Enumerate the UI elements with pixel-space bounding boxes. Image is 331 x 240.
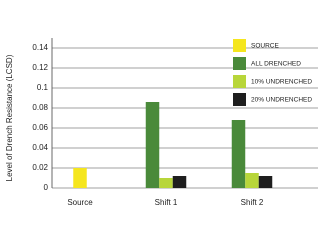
legend-swatch bbox=[233, 75, 246, 88]
y-axis-label: Level of Drench Resistance (LCSD) bbox=[5, 54, 14, 181]
x-tick-label: Shift 2 bbox=[241, 198, 264, 207]
legend-swatch bbox=[233, 57, 246, 70]
legend-swatch bbox=[233, 93, 246, 106]
y-tick-label: 0.12 bbox=[32, 63, 48, 72]
y-tick-label: 0.08 bbox=[32, 103, 48, 112]
y-tick-label: 0.06 bbox=[32, 123, 48, 132]
chart: Level of Drench Resistance (LCSD) 0 0.02 0… bbox=[5, 38, 318, 207]
bar bbox=[145, 102, 160, 188]
bar bbox=[159, 178, 173, 188]
legend-label: 10% UNDRENCHED bbox=[251, 79, 312, 86]
x-tick-label: Source bbox=[67, 198, 93, 207]
y-tick-label: 0 bbox=[44, 183, 49, 192]
bar bbox=[73, 168, 87, 188]
y-tick-label: 0.1 bbox=[37, 83, 49, 92]
x-tick-label: Shift 1 bbox=[155, 198, 178, 207]
bar bbox=[172, 176, 187, 188]
legend-label: SOURCE bbox=[251, 43, 279, 50]
legend-label: 20% UNDRENCHED bbox=[251, 97, 312, 104]
y-tick-label: 0.02 bbox=[32, 163, 48, 172]
bar bbox=[258, 176, 273, 188]
legend-label: ALL DRENCHED bbox=[251, 61, 301, 68]
legend-swatch bbox=[233, 39, 246, 52]
y-tick-label: 0.04 bbox=[32, 143, 48, 152]
bar bbox=[245, 173, 259, 188]
y-tick-label: 0.14 bbox=[32, 43, 48, 52]
bar bbox=[231, 120, 246, 188]
